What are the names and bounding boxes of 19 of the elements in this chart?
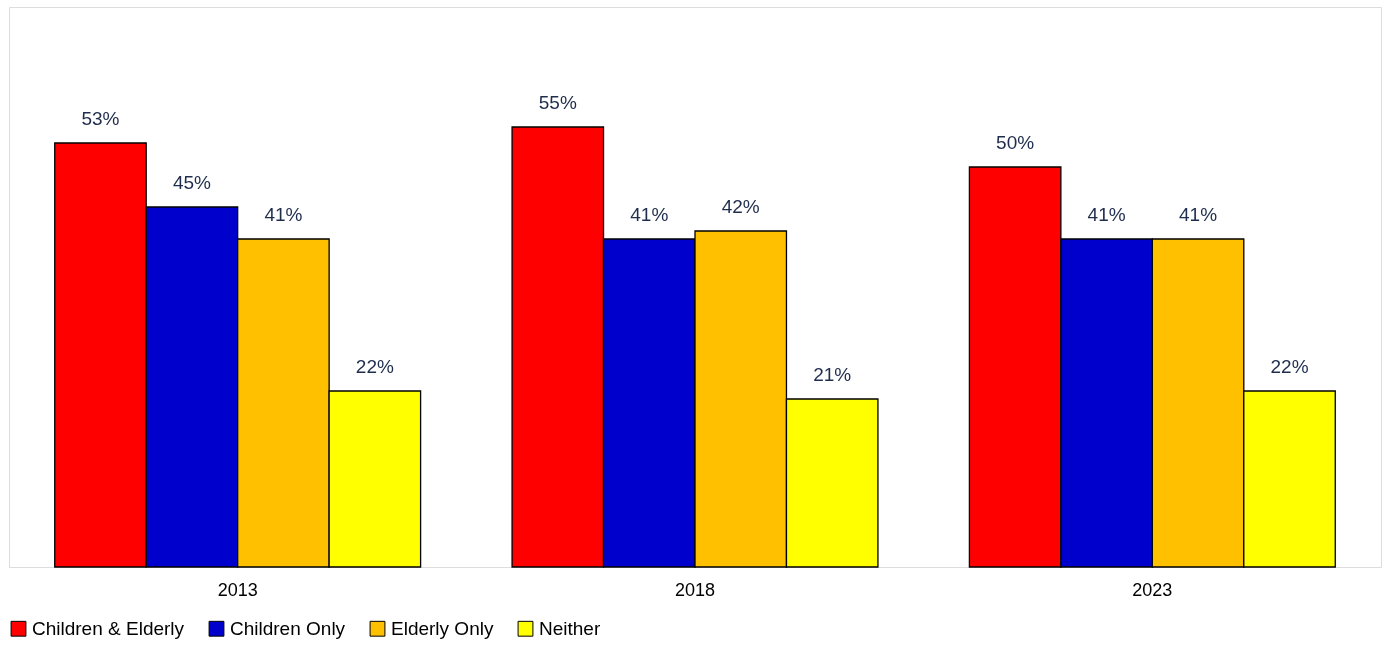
data-label: 41%: [630, 204, 669, 225]
legend-label: Children & Elderly: [32, 617, 185, 639]
legend-label: Neither: [539, 617, 601, 639]
data-label: 41%: [1179, 204, 1218, 225]
data-label: 45%: [172, 172, 212, 193]
x-tick-label: 2023: [1132, 579, 1173, 600]
data-label: 41%: [1087, 204, 1126, 225]
legend-label: Elderly Only: [391, 617, 494, 639]
data-label: 42%: [721, 196, 760, 217]
x-tick-label: 2013: [217, 579, 258, 600]
data-label: 41%: [264, 204, 303, 225]
legend-label: Children Only: [230, 617, 346, 639]
data-label: 53%: [81, 108, 120, 129]
data-label: 22%: [355, 356, 394, 377]
data-label: 22%: [1270, 356, 1309, 377]
data-label: 50%: [996, 132, 1035, 153]
data-label: 55%: [538, 92, 577, 113]
x-tick-label: 2018: [674, 579, 716, 600]
data-label: 21%: [813, 364, 852, 385]
